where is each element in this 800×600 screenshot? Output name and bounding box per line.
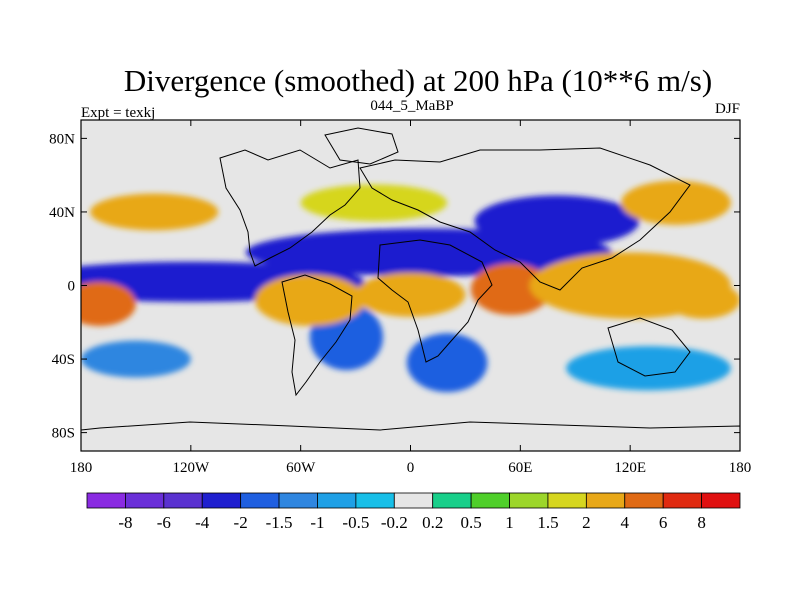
colorbar-swatch	[624, 492, 664, 509]
coastline-africa	[377, 239, 493, 363]
coastline-north-america	[219, 149, 361, 267]
season-label: DJF	[715, 101, 740, 117]
colorbar-swatch	[509, 492, 549, 509]
colorbar-level-label: 4	[621, 513, 630, 532]
coastline-antarctica	[81, 421, 740, 451]
x-tick-label: 120E	[614, 460, 646, 476]
divergence-region	[254, 274, 365, 326]
divergence-region	[666, 281, 740, 319]
colorbar	[86, 492, 741, 509]
colorbar-swatch	[432, 492, 472, 509]
x-tick-label: 60W	[286, 460, 316, 476]
colorbar-level-label: 2	[582, 513, 591, 532]
colorbar-level-label: -2	[234, 513, 248, 532]
chart-title: Divergence (smoothed) at 200 hPa (10**6 …	[124, 63, 712, 98]
divergence-region	[474, 195, 640, 247]
colorbar-level-label: -4	[195, 513, 210, 532]
colorbar-swatch	[470, 492, 510, 509]
colorbar-level-label: -8	[118, 513, 132, 532]
x-tick-label: 180	[70, 460, 93, 476]
divergence-region	[300, 184, 448, 222]
colorbar-level-label: 8	[697, 513, 706, 532]
colorbar-swatch	[201, 492, 242, 509]
coastline-greenland	[324, 127, 399, 165]
y-tick-label: 80S	[52, 426, 75, 442]
divergence-region	[406, 333, 488, 393]
x-tick-label: 60E	[508, 460, 532, 476]
divergence-region	[621, 180, 731, 225]
colorbar-swatch	[355, 492, 395, 509]
coastline-eurasia	[359, 147, 691, 291]
divergence-region	[81, 340, 191, 378]
coastline-australia	[607, 317, 691, 377]
y-tick-label: 40S	[52, 352, 75, 368]
colorbar-swatch	[662, 492, 702, 509]
colorbar-level-label: 0.5	[460, 513, 481, 532]
colorbar-swatch	[547, 492, 587, 509]
y-tick-label: 40N	[49, 205, 75, 221]
x-tick-label: 0	[407, 460, 415, 476]
coastlines	[81, 127, 740, 451]
y-axis: 80N 40N 0 40S 80S	[49, 131, 740, 442]
colorbar-swatch	[393, 492, 434, 509]
divergence-region	[90, 193, 219, 231]
x-axis: 180 120W 60W 0 60E 120E 180	[70, 120, 752, 476]
divergence-region	[355, 272, 466, 317]
x-tick-label: 120W	[172, 460, 210, 476]
colorbar-level-label: -1	[310, 513, 324, 532]
y-tick-label: 0	[68, 279, 76, 295]
x-tick-label: 180	[729, 460, 752, 476]
colorbar-level-label: -0.5	[342, 513, 369, 532]
colorbar-level-label: -1.5	[266, 513, 293, 532]
colorbar-swatch	[317, 492, 357, 509]
colorbar-level-label: 6	[659, 513, 668, 532]
colorbar-swatch	[125, 492, 165, 509]
colorbar-level-label: 1	[505, 513, 514, 532]
period-label: 044_5_MaBP	[370, 98, 453, 114]
colorbar-swatch	[240, 492, 280, 509]
divergence-field	[81, 180, 740, 393]
colorbar-swatch	[701, 492, 741, 509]
divergence-region	[81, 281, 136, 326]
colorbar-level-label: -0.2	[381, 513, 408, 532]
divergence-region	[470, 263, 552, 315]
colorbar-labels: -8 -6 -4 -2 -1.5 -1 -0.5 -0.2 0.2 0.5 1 1.5 2 4 6 8	[118, 513, 706, 532]
y-tick-label: 80N	[49, 131, 75, 147]
colorbar-swatch	[585, 492, 626, 509]
colorbar-swatch	[278, 492, 318, 509]
colorbar-level-label: 1.5	[537, 513, 558, 532]
divergence-region	[566, 346, 731, 391]
colorbar-swatch	[163, 492, 203, 509]
coastline-south-america	[281, 274, 353, 397]
experiment-label: Expt = texkj	[81, 105, 155, 121]
colorbar-level-label: -6	[157, 513, 171, 532]
colorbar-swatch	[86, 492, 126, 509]
colorbar-level-label: 0.2	[422, 513, 443, 532]
